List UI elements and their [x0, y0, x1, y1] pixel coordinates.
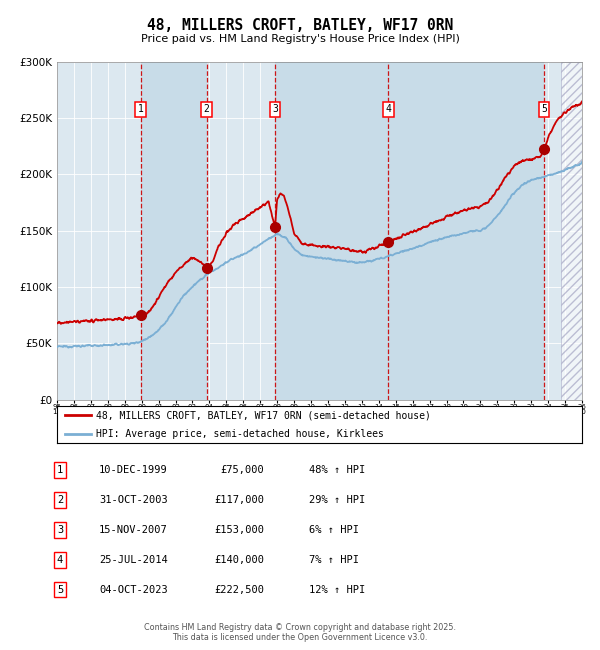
- Text: 04-OCT-2023: 04-OCT-2023: [99, 584, 168, 595]
- Text: HPI: Average price, semi-detached house, Kirklees: HPI: Average price, semi-detached house,…: [97, 429, 384, 439]
- Text: 2: 2: [57, 495, 63, 505]
- Text: £222,500: £222,500: [214, 584, 264, 595]
- Text: £140,000: £140,000: [214, 554, 264, 565]
- Text: £153,000: £153,000: [214, 525, 264, 535]
- Text: 1: 1: [57, 465, 63, 475]
- Text: 5: 5: [57, 584, 63, 595]
- Text: 3: 3: [57, 525, 63, 535]
- Text: 31-OCT-2003: 31-OCT-2003: [99, 495, 168, 505]
- Text: 1: 1: [138, 104, 143, 114]
- Text: 12% ↑ HPI: 12% ↑ HPI: [309, 584, 365, 595]
- Bar: [561, 62, 582, 400]
- Bar: [275, 62, 544, 400]
- Text: 7% ↑ HPI: 7% ↑ HPI: [309, 554, 359, 565]
- Text: 48, MILLERS CROFT, BATLEY, WF17 0RN: 48, MILLERS CROFT, BATLEY, WF17 0RN: [147, 18, 453, 34]
- Text: 10-DEC-1999: 10-DEC-1999: [99, 465, 168, 475]
- Text: 4: 4: [57, 554, 63, 565]
- Text: 3: 3: [272, 104, 278, 114]
- Text: 6% ↑ HPI: 6% ↑ HPI: [309, 525, 359, 535]
- Bar: [140, 62, 206, 400]
- Text: Price paid vs. HM Land Registry's House Price Index (HPI): Price paid vs. HM Land Registry's House …: [140, 34, 460, 44]
- Text: 29% ↑ HPI: 29% ↑ HPI: [309, 495, 365, 505]
- Text: 25-JUL-2014: 25-JUL-2014: [99, 554, 168, 565]
- Text: 15-NOV-2007: 15-NOV-2007: [99, 525, 168, 535]
- Text: 48, MILLERS CROFT, BATLEY, WF17 0RN (semi-detached house): 48, MILLERS CROFT, BATLEY, WF17 0RN (sem…: [97, 410, 431, 420]
- Text: 2: 2: [203, 104, 209, 114]
- Text: 5: 5: [541, 104, 547, 114]
- Text: £117,000: £117,000: [214, 495, 264, 505]
- Text: Contains HM Land Registry data © Crown copyright and database right 2025.
This d: Contains HM Land Registry data © Crown c…: [144, 623, 456, 642]
- Text: 48% ↑ HPI: 48% ↑ HPI: [309, 465, 365, 475]
- Text: 4: 4: [385, 104, 391, 114]
- Text: £75,000: £75,000: [220, 465, 264, 475]
